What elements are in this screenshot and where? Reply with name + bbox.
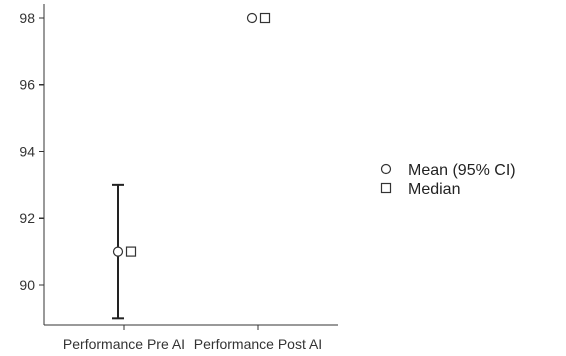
legend-label: Mean (95% CI) [408, 162, 516, 179]
circle-icon [380, 163, 392, 175]
median-point [125, 246, 137, 257]
plot-marks [112, 12, 271, 320]
x-axis: Performance Pre AI Performance Post AI [44, 324, 338, 352]
y-axis: 90 92 94 96 98 [19, 4, 45, 325]
y-tick-label: 90 [19, 277, 35, 293]
square-icon [380, 182, 392, 194]
y-tick-label: 96 [19, 77, 35, 93]
mean-point [246, 12, 258, 24]
legend-label: Median [408, 181, 460, 198]
x-tick-label: Performance Pre AI [63, 336, 185, 352]
x-tick-label: Performance Post AI [194, 336, 322, 352]
median-point [259, 12, 271, 24]
y-tick-label: 92 [19, 210, 35, 226]
y-tick-label: 94 [19, 143, 35, 159]
legend: Mean (95% CI) Median [380, 162, 516, 198]
y-tick-label: 98 [19, 10, 35, 26]
mean-point [112, 246, 124, 257]
